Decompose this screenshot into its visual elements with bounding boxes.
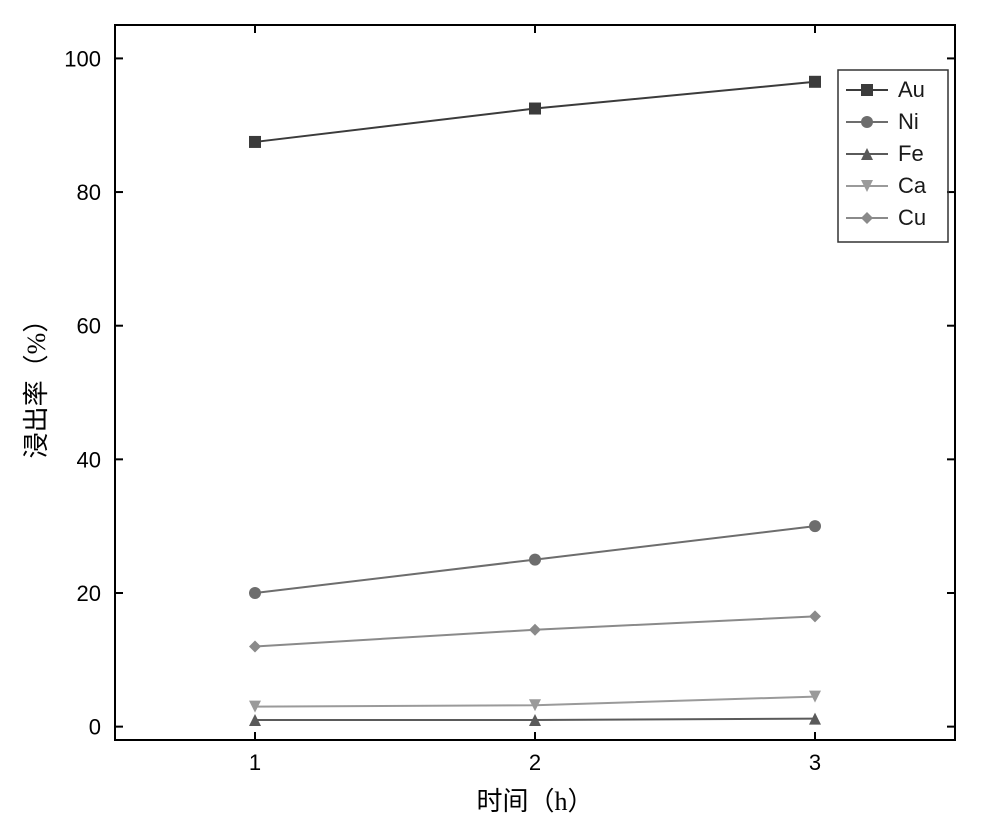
- legend-item-cu: Cu: [846, 205, 926, 230]
- legend-item-fe: Fe: [846, 141, 924, 166]
- y-tick-label: 80: [77, 180, 101, 205]
- legend-item-ca: Ca: [846, 173, 927, 198]
- series-marker-ni: [249, 587, 261, 599]
- series-marker-cu: [249, 640, 261, 652]
- legend-label: Ni: [898, 109, 919, 134]
- y-tick-label: 40: [77, 447, 101, 472]
- series-cu: [249, 610, 821, 652]
- legend-label: Ca: [898, 173, 927, 198]
- x-tick-label: 2: [529, 750, 541, 775]
- y-tick-label: 100: [64, 46, 101, 71]
- series-marker-ni: [809, 520, 821, 532]
- y-tick-label: 60: [77, 314, 101, 339]
- legend-item-ni: Ni: [846, 109, 919, 134]
- y-tick-label: 0: [89, 715, 101, 740]
- series-marker-au: [249, 136, 261, 148]
- chart-container: 1 2 3 0 20 40 60 80 100 时间（h） 浸出率（%） Au Ni Fe Ca Cu: [0, 0, 1000, 830]
- legend-label: Au: [898, 77, 925, 102]
- series-ca: [249, 691, 821, 713]
- x-tick-label: 1: [249, 750, 261, 775]
- series-marker-au: [809, 76, 821, 88]
- legend-label: Fe: [898, 141, 924, 166]
- series-au: [249, 76, 821, 148]
- legend-marker-icon: [861, 116, 873, 128]
- series-marker-cu: [809, 610, 821, 622]
- y-axis-label: 浸出率（%）: [22, 307, 51, 459]
- x-axis-label: 时间（h）: [476, 787, 593, 816]
- x-tick-label: 3: [809, 750, 821, 775]
- legend-label: Cu: [898, 205, 926, 230]
- legend-marker-icon: [861, 212, 873, 224]
- series-marker-ni: [529, 554, 541, 566]
- series-marker-au: [529, 103, 541, 115]
- legend-item-au: Au: [846, 77, 925, 102]
- chart-svg: 1 2 3 0 20 40 60 80 100 时间（h） 浸出率（%） Au Ni Fe Ca Cu: [0, 0, 1000, 830]
- series-marker-cu: [529, 624, 541, 636]
- y-tick-label: 20: [77, 581, 101, 606]
- series-fe: [249, 713, 821, 726]
- legend-marker-icon: [861, 84, 873, 96]
- series-ni: [249, 520, 821, 599]
- legend-box: [838, 70, 948, 242]
